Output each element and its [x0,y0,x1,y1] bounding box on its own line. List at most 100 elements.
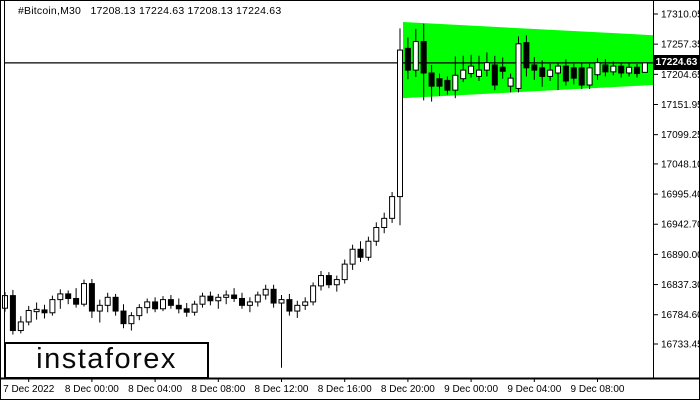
candle [207,295,214,302]
instaforex-logo-text: instaforex [36,343,177,375]
candle [610,65,617,73]
candle [444,79,451,91]
candle [389,196,396,219]
instaforex-logo: instaforex [4,342,209,379]
candle [634,66,640,75]
candle [96,304,103,312]
price-axis-label: 17099.25 [661,130,700,141]
candle [483,62,490,71]
candle [381,217,388,229]
candle [562,65,569,82]
candle [531,64,538,71]
candle [128,315,135,325]
candles-group [2,23,648,368]
candle [112,296,119,312]
candle [404,47,411,71]
candle [175,304,182,310]
price-axis: 17310.05 17257.35 17204.65 17151.95 17099.25… [653,10,700,351]
candle [270,288,277,304]
candle [302,301,309,306]
candle [223,294,230,298]
price-axis-label: 16784.60 [661,310,700,321]
candle [294,304,301,312]
candle [325,275,332,286]
price-axis-label: 17048.10 [661,159,700,170]
candle [33,308,40,313]
price-axis-label: 16890.00 [661,250,700,261]
candle [286,299,293,312]
candle [373,227,380,242]
price-axis-label: 16837.30 [661,280,700,291]
candle [136,307,143,317]
candle [555,65,561,74]
candle [73,297,80,305]
candle [428,72,435,87]
price-axis-label: 17257.35 [661,40,700,51]
candle [491,64,498,86]
time-axis-label: 8 Dec 12:00 [255,384,309,395]
candle [507,77,514,87]
candle [594,62,601,76]
candle [523,42,530,69]
time-axis: 7 Dec 2022 8 Dec 00:00 8 Dec 04:00 8 Dec 08… [3,378,625,395]
candle [262,288,269,296]
candle [578,67,585,86]
candle [333,279,340,286]
price-axis-label: 17151.95 [661,100,700,111]
price-axis-label: 16733.45 [661,340,700,351]
time-axis-label: 9 Dec 08:00 [571,384,625,395]
price-axis-label: 17310.05 [661,10,700,21]
candle [215,296,222,302]
time-axis-label: 8 Dec 20:00 [381,384,435,395]
price-axis-label: 16995.40 [661,190,700,201]
candle [570,67,577,79]
candle [104,296,111,306]
candle [199,295,206,305]
candle [167,299,174,306]
candle [586,67,593,86]
candle [65,293,72,299]
candle [618,65,625,74]
candle [231,294,238,299]
candle [357,248,364,258]
candle [254,294,261,303]
candle [183,308,190,313]
candle [49,299,56,314]
candle [626,66,633,74]
candle [17,321,24,332]
candle [246,301,253,306]
time-axis-label: 8 Dec 00:00 [65,384,119,395]
time-axis-label: 8 Dec 08:00 [191,384,245,395]
candle [9,295,16,332]
candle [81,283,87,305]
candle [468,65,475,75]
candle [57,293,64,301]
candle [144,301,151,309]
candle [539,67,546,77]
candle [420,41,427,74]
candle [436,78,443,87]
chart-title: #Bitcoin,M30 17208.13 17224.63 17208.13 … [18,5,282,17]
current-price-tag: 17224.63 [653,55,699,71]
candle [25,309,32,323]
candle [499,66,506,72]
candle [341,263,348,281]
candle [278,299,285,304]
candle [88,283,95,312]
candle [318,275,324,287]
time-axis-label: 9 Dec 00:00 [444,384,498,395]
candle [547,69,554,77]
candle [397,49,403,198]
candle [365,240,372,258]
time-axis-label: 7 Dec 2022 [3,384,55,395]
candle [515,43,522,89]
candle [641,62,648,73]
candle [120,310,127,325]
price-axis-label: 16942.70 [661,220,700,231]
candle [41,309,48,314]
candle [160,299,166,310]
candle [452,74,459,91]
candle [349,248,356,265]
